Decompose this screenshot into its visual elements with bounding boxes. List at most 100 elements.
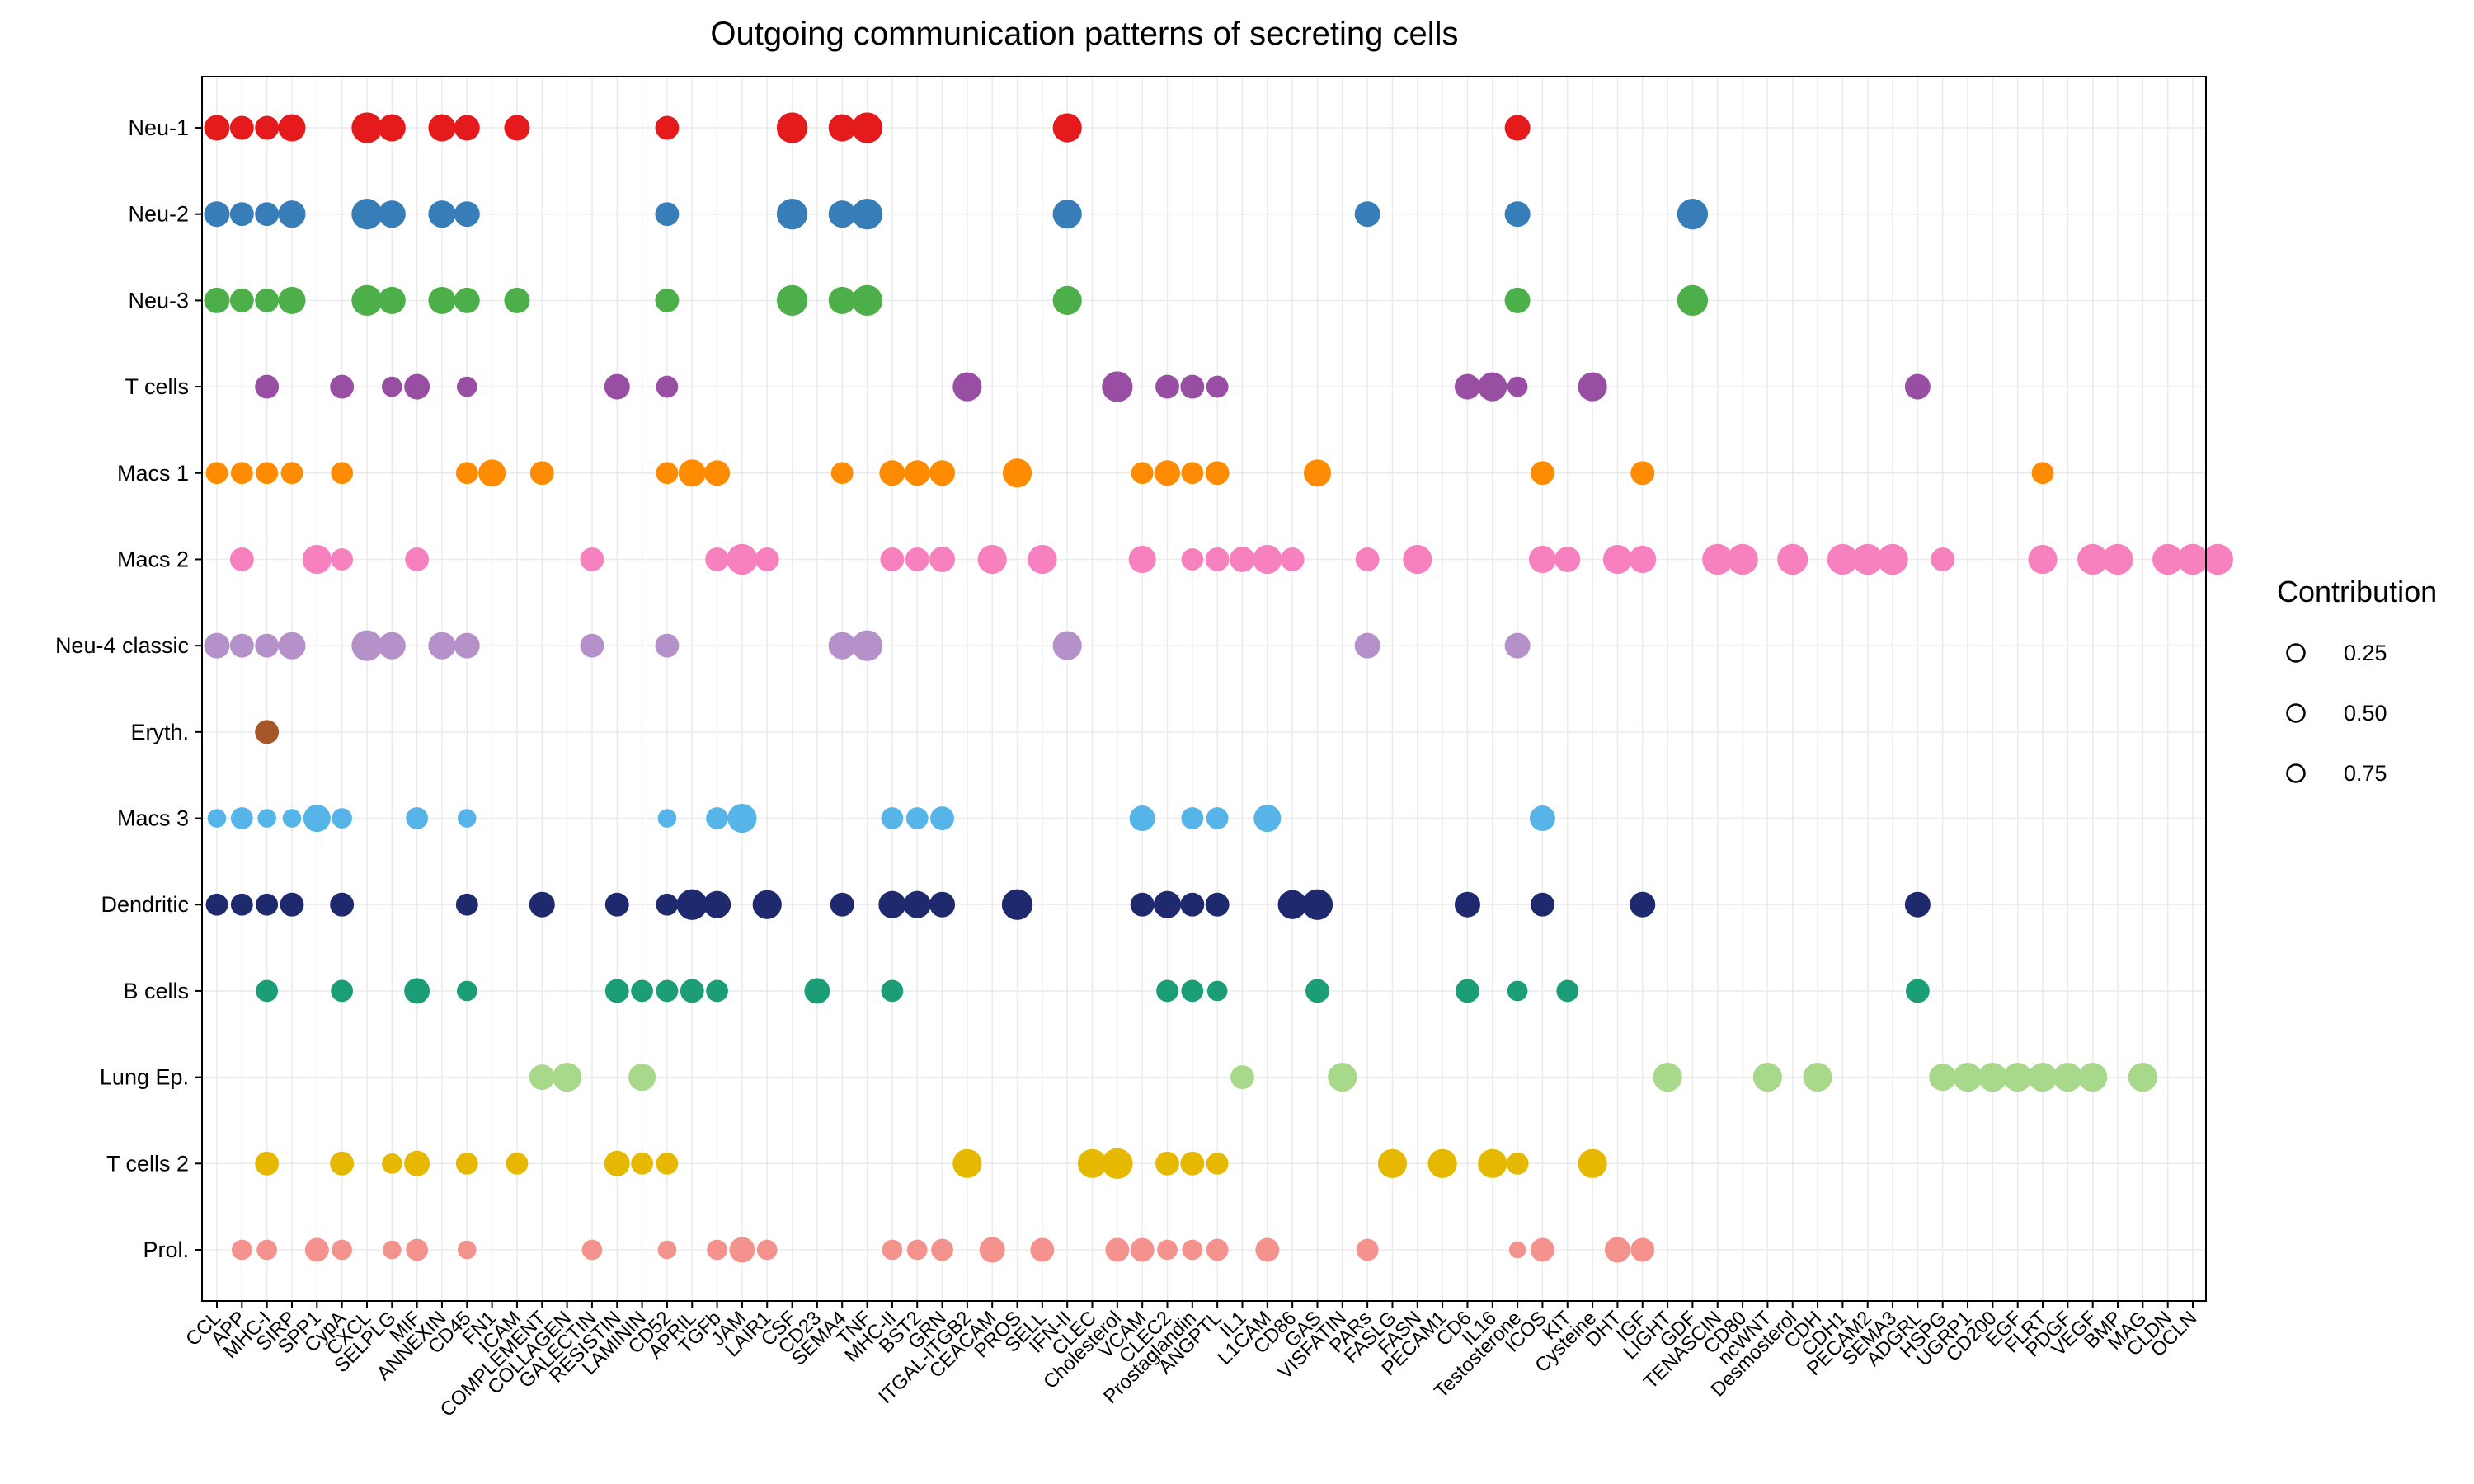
point-lung-ep-collagen xyxy=(553,1063,582,1092)
point-neu-1-sirp xyxy=(278,114,306,142)
point-t-cells-2-testosterone xyxy=(1506,1152,1529,1175)
point-t-cells-2-cd52 xyxy=(656,1152,679,1175)
point-macs-1-angptl xyxy=(1205,461,1230,486)
point-macs-2-ocln xyxy=(2177,543,2208,575)
point-t-cells-2-cysteine xyxy=(1578,1148,1607,1178)
point-prol-cypa xyxy=(332,1239,352,1261)
y-tick-label: Macs 3 xyxy=(117,806,189,831)
point-t-cells-2-icam xyxy=(506,1152,529,1175)
point-neu-2-app xyxy=(229,202,254,227)
point-prol-lair1 xyxy=(756,1239,778,1261)
point-neu-4-classic-sirp xyxy=(278,632,306,660)
point-macs-3-tgfb xyxy=(706,807,728,829)
point-t-cells-2-faslg xyxy=(1377,1148,1408,1178)
point-t-cells-angptl xyxy=(1206,375,1229,398)
point-t-cells-itgal-itgb2 xyxy=(952,372,982,402)
point-b-cells-prostaglandin xyxy=(1181,979,1204,1003)
point-macs-2-hspg xyxy=(1931,547,1955,571)
point-macs-2-jam xyxy=(727,543,758,575)
point-b-cells-mhc-i xyxy=(256,979,279,1003)
point-t-cells-2-clec2 xyxy=(1155,1151,1179,1176)
point-b-cells-resistin xyxy=(604,979,629,1003)
y-tick-label: B cells xyxy=(123,979,189,1003)
point-dendritic-cd52 xyxy=(656,893,679,916)
point-macs-1-cd52 xyxy=(656,462,679,485)
point-neu-1-csf xyxy=(776,112,808,143)
point-macs-1-cypa xyxy=(331,462,354,485)
point-macs-2-il1 xyxy=(1229,546,1255,572)
point-dendritic-mhc-ii xyxy=(878,890,906,918)
point-prol-dht xyxy=(1604,1237,1630,1263)
point-prol-app xyxy=(231,1239,252,1261)
point-neu-1-cd45 xyxy=(454,115,480,141)
point-neu-3-icam xyxy=(504,287,530,313)
y-tick-label: Prol. xyxy=(143,1237,189,1262)
point-macs-2-vegf xyxy=(2077,543,2109,575)
y-tick-label: Macs 1 xyxy=(117,461,189,486)
point-b-cells-clec2 xyxy=(1156,979,1178,1003)
point-t-cells-2-cd45 xyxy=(455,1152,478,1175)
point-neu-2-testosterone xyxy=(1504,201,1531,228)
point-neu-3-tnf xyxy=(851,284,883,317)
point-macs-1-clec2 xyxy=(1155,460,1181,486)
point-dendritic-cypa xyxy=(330,892,355,917)
point-t-cells-adgrl xyxy=(1904,373,1931,400)
point-neu-2-csf xyxy=(776,199,808,230)
point-b-cells-laminin xyxy=(631,979,653,1003)
point-neu-3-gdf xyxy=(1677,284,1709,317)
point-neu-2-cd45 xyxy=(454,201,480,228)
point-neu-3-annexin xyxy=(428,286,456,314)
point-dendritic-mhc-i xyxy=(256,893,279,916)
point-macs-1-gas xyxy=(1303,459,1332,487)
point-macs-1-flrt xyxy=(2031,462,2054,485)
point-neu-4-classic-pars xyxy=(1354,632,1380,659)
point-macs-1-prostaglandin xyxy=(1181,462,1204,485)
y-tick-label: T cells xyxy=(125,374,189,399)
point-macs-3-vcam xyxy=(1129,805,1155,832)
point-neu-3-testosterone xyxy=(1504,287,1531,313)
point-eryth-mhc-i xyxy=(255,720,280,744)
point-neu-2-tnf xyxy=(851,199,883,230)
point-macs-2-fasn xyxy=(1403,544,1432,575)
point-dendritic-cd86 xyxy=(1277,890,1307,919)
point-dendritic-prostaglandin xyxy=(1180,892,1205,917)
point-neu-4-classic-galectin xyxy=(580,633,604,658)
point-macs-3-cypa xyxy=(332,808,352,829)
point-t-cells-cd45 xyxy=(456,376,477,397)
point-lung-ep-cdh xyxy=(1803,1063,1832,1092)
point-t-cells-2-cypa xyxy=(330,1151,355,1176)
point-t-cells-clec2 xyxy=(1155,374,1179,399)
point-macs-1-sirp xyxy=(280,462,303,485)
point-prol-jam xyxy=(729,1237,755,1263)
point-lung-ep-laminin xyxy=(628,1064,656,1092)
point-dendritic-april xyxy=(676,889,708,920)
plot-panel xyxy=(201,76,2207,1302)
point-lung-ep-flrt xyxy=(2028,1063,2058,1092)
point-macs-3-mhc-i xyxy=(257,809,276,828)
point-macs-2-kit xyxy=(1554,546,1581,572)
point-prol-igf xyxy=(1630,1237,1655,1262)
point-prol-pars xyxy=(1356,1238,1379,1261)
point-macs-2-tenascin xyxy=(1702,543,1733,575)
size-legend: Contribution 0.25 0.50 0.75 xyxy=(2277,575,2437,786)
data-points xyxy=(204,112,2233,1263)
point-b-cells-tgfb xyxy=(706,979,728,1003)
point-neu-2-sema4 xyxy=(828,200,856,228)
point-neu-2-ccl xyxy=(204,201,230,228)
point-t-cells-il16 xyxy=(1478,372,1507,402)
point-macs-2-undefined xyxy=(2202,543,2233,575)
point-macs-3-bst2 xyxy=(905,807,929,829)
point-macs-2-lair1 xyxy=(755,547,779,571)
point-macs-1-ccl xyxy=(205,462,228,485)
point-neu-4-classic-app xyxy=(229,633,254,658)
point-macs-2-sell xyxy=(1028,544,1057,575)
point-neu-3-cd45 xyxy=(454,287,480,313)
point-prol-bst2 xyxy=(906,1239,928,1261)
point-dendritic-app xyxy=(230,893,253,916)
point-t-cells-cd52 xyxy=(656,375,679,398)
point-macs-2-mhc-ii xyxy=(880,547,905,571)
point-neu-3-csf xyxy=(776,284,808,317)
point-prol-galectin xyxy=(581,1239,603,1261)
point-dendritic-sirp xyxy=(280,892,304,917)
point-lung-ep-visfatin xyxy=(1328,1063,1357,1092)
